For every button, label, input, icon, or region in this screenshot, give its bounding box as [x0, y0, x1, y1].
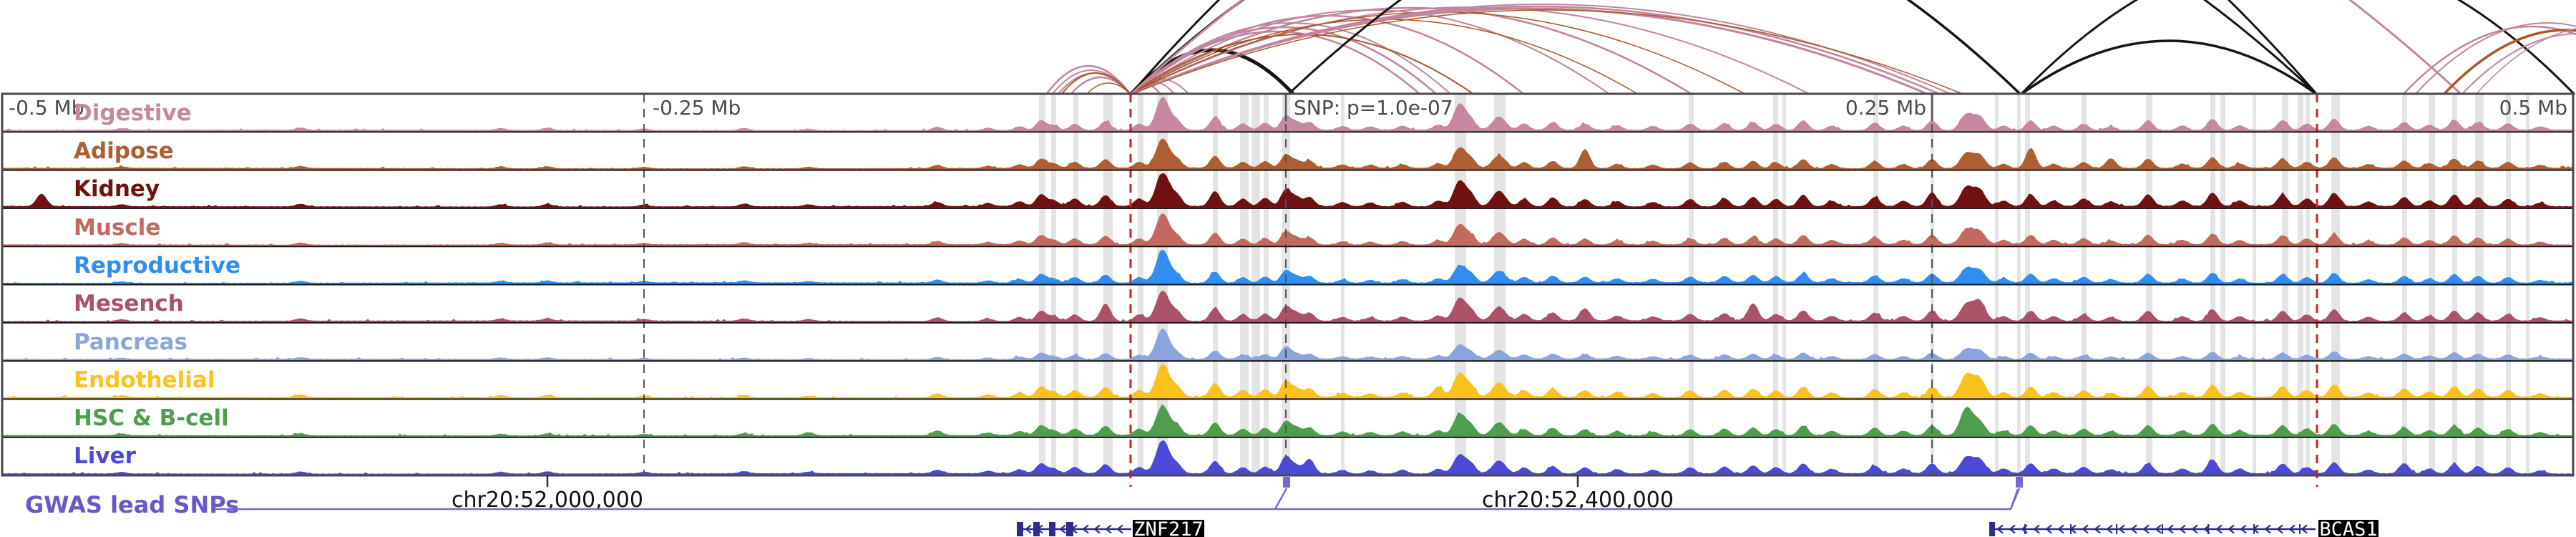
gwas-lead-snps-label: GWAS lead SNPs — [25, 491, 239, 518]
gene-label-bcas1: BCAS1 — [2319, 518, 2377, 537]
gene-bcas1 — [1989, 522, 2316, 536]
gene-models-row: ZNF217 BCAS1 — [1017, 518, 2379, 537]
axis-label-minus-half-mb: -0.5 Mb — [9, 96, 84, 120]
track-label-liver: Liver — [74, 443, 137, 469]
signal-track-muscle — [2, 213, 2573, 246]
strand-chevron — [2009, 524, 2016, 534]
strand-chevron — [2276, 524, 2283, 534]
snp-connector — [2009, 488, 2021, 510]
snp-connector — [1274, 488, 1288, 510]
gridlines-layer — [643, 94, 2318, 487]
gwas-lead-snps-row: GWAS lead SNPs — [25, 477, 2023, 518]
axis-label-snp-pvalue: SNP: p=1.0e-07 — [1294, 96, 1453, 120]
interaction-arc — [1129, 0, 2318, 95]
strand-chevron — [2057, 524, 2064, 534]
strand-chevron — [1082, 524, 1089, 534]
signal-track-mesench — [2, 291, 2573, 322]
strand-chevron — [1059, 524, 1066, 534]
track-label-kidney: Kidney — [74, 176, 160, 202]
interaction-arc — [2475, 28, 2576, 95]
interaction-arc — [1085, 82, 1131, 95]
signal-track-reproductive — [2, 249, 2573, 284]
signal-track-digestive — [2, 97, 2573, 132]
signal-track-pancreas — [2, 328, 2573, 361]
signal-track-hsc-b-cell — [2, 404, 2573, 437]
gene-label-box-znf217 — [1133, 520, 1204, 537]
strand-chevron — [2033, 524, 2040, 534]
track-labels: Digestive Adipose Kidney Muscle Reproduc… — [74, 100, 240, 469]
interaction-arc — [1130, 14, 1525, 95]
signal-track-endothelial — [2, 364, 2573, 399]
interaction-arc — [1130, 34, 1475, 95]
strand-chevron — [1996, 524, 2004, 534]
strand-chevron — [2301, 524, 2308, 534]
interaction-arc — [2402, 25, 2576, 95]
bottom-axis: chr20:52,000,000 chr20:52,400,000 — [452, 475, 1674, 513]
strand-chevron — [2167, 524, 2174, 534]
strand-chevron — [2191, 524, 2198, 534]
signal-tracks-layer — [2, 97, 2573, 475]
track-label-pancreas: Pancreas — [74, 329, 187, 355]
strand-chevron — [2094, 524, 2101, 534]
interaction-arc — [2414, 22, 2576, 95]
interaction-arc — [2461, 33, 2576, 95]
track-label-hsc-bcell: HSC & B-cell — [74, 405, 229, 431]
signal-track-liver — [2, 440, 2573, 475]
track-label-digestive: Digestive — [74, 100, 192, 126]
strand-chevron — [2130, 524, 2137, 534]
interaction-arc — [2019, 39, 2318, 95]
interaction-arc — [2019, 0, 2576, 95]
exon-box — [1066, 522, 1073, 536]
strand-chevron — [1025, 524, 1032, 534]
interaction-arc — [1130, 9, 1965, 95]
axis-label-half-mb: 0.5 Mb — [2499, 96, 2567, 120]
interaction-arc — [1060, 72, 1131, 95]
plot-border — [1, 92, 2575, 477]
signal-track-kidney — [2, 173, 2573, 208]
gene-label-znf217: ZNF217 — [1133, 518, 1204, 537]
lead-snp-marker — [2016, 477, 2023, 488]
exon-box — [1033, 522, 1040, 536]
strand-chevron — [2240, 524, 2247, 534]
strand-chevron — [2142, 524, 2150, 534]
strand-chevron — [2045, 524, 2052, 534]
track-label-reproductive: Reproductive — [74, 253, 240, 279]
interaction-arc — [2442, 29, 2576, 95]
track-label-muscle: Muscle — [74, 215, 160, 241]
axis-label-minus-quarter-mb: -0.25 Mb — [653, 96, 741, 120]
interaction-arc — [1287, 0, 2318, 95]
lead-snp-marker — [1283, 477, 1290, 488]
interaction-arc — [1045, 64, 1132, 95]
axis-label-quarter-mb: 0.25 Mb — [1845, 96, 1926, 120]
gene-label-box-bcas1 — [2318, 520, 2379, 537]
strand-chevron — [2118, 524, 2125, 534]
strand-chevron — [2106, 524, 2113, 534]
signal-track-adipose — [2, 138, 2573, 170]
track-label-adipose: Adipose — [74, 138, 174, 164]
interaction-arc — [1070, 76, 1131, 95]
strand-chevron — [1093, 524, 1101, 534]
interaction-arc — [1130, 22, 1452, 95]
strand-chevron — [2082, 524, 2089, 534]
exon-box — [1049, 522, 1055, 536]
interaction-arcs-layer — [1045, 0, 2576, 95]
gene-znf217 — [1017, 522, 1131, 536]
strand-chevron — [2155, 524, 2162, 534]
strand-chevron — [2215, 524, 2223, 534]
interaction-arc — [1130, 7, 1929, 95]
strand-chevron — [2288, 524, 2296, 534]
exon-box — [1017, 522, 1023, 536]
strand-chevron — [1116, 524, 1123, 534]
strand-chevron — [2264, 524, 2271, 534]
interaction-arc — [1130, 6, 1811, 95]
track-label-mesench: Mesench — [74, 291, 184, 316]
track-label-endothelial: Endothelial — [74, 367, 215, 393]
exon-box — [1989, 522, 1995, 536]
top-axis-labels: -0.5 Mb -0.25 Mb SNP: p=1.0e-07 0.25 Mb … — [9, 96, 2567, 120]
strand-chevron — [2228, 524, 2235, 534]
strand-chevron — [1105, 524, 1112, 534]
strand-chevron — [2179, 524, 2186, 534]
